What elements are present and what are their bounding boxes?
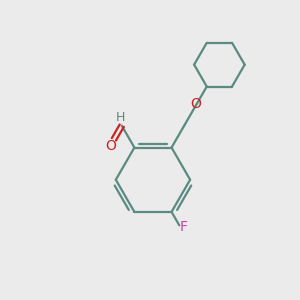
Text: H: H — [116, 111, 125, 124]
Text: O: O — [105, 140, 116, 154]
Text: F: F — [179, 220, 187, 234]
Text: O: O — [190, 98, 202, 112]
